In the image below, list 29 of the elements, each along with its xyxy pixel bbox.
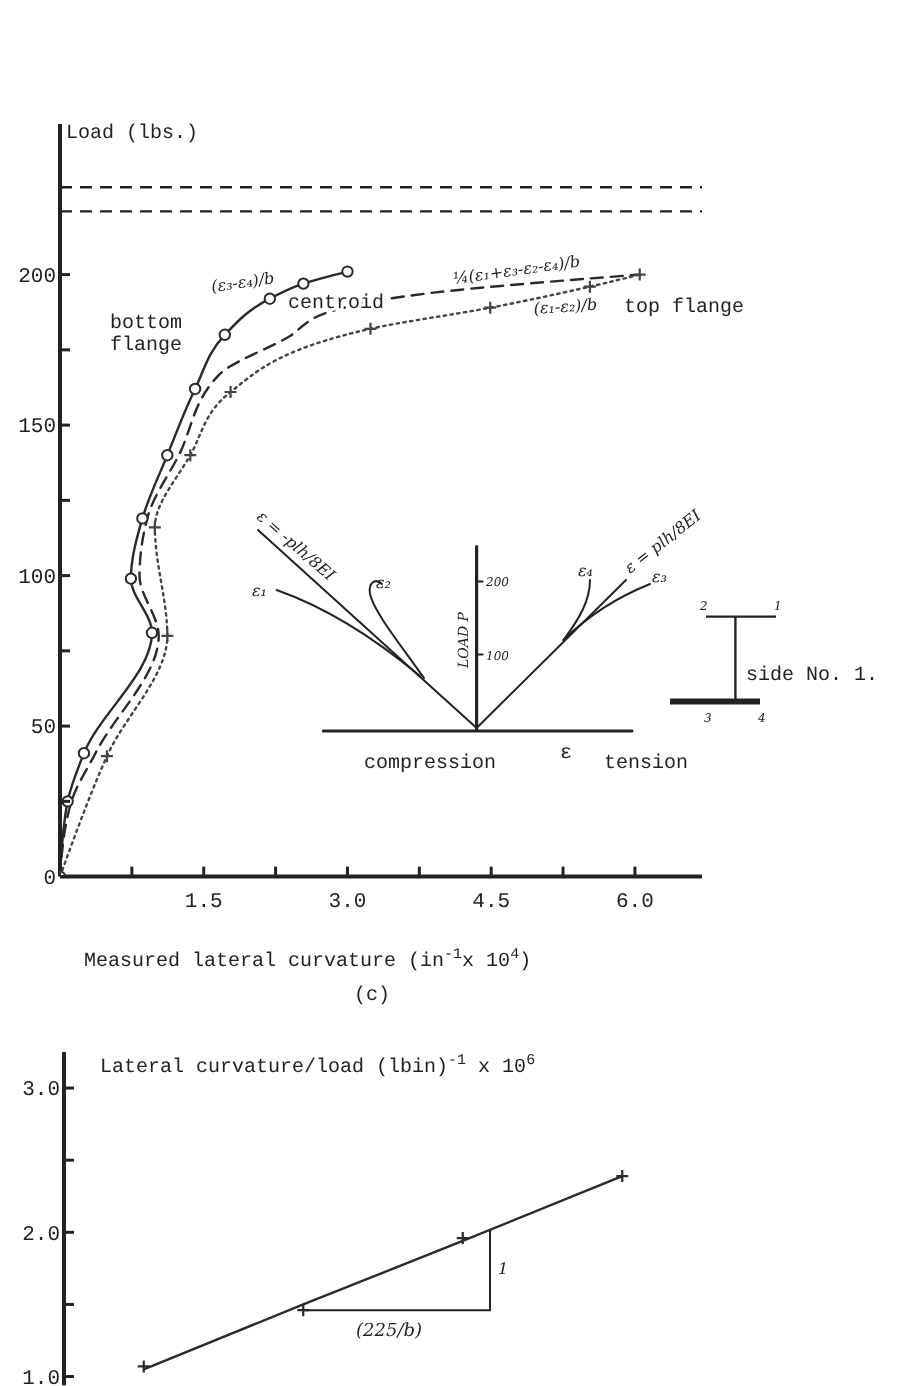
y-axis-title: Load (lbs.) — [66, 122, 199, 146]
text: (c) — [354, 984, 391, 1008]
series-label: top flange — [624, 296, 745, 320]
annotation: (225/b) — [356, 1322, 423, 1342]
y-tick-label: 2.0 — [22, 1223, 60, 1248]
x-tick-label: 6.0 — [616, 890, 654, 915]
x-tick-label: 4.5 — [472, 890, 511, 915]
y-tick-label: 150 — [18, 416, 56, 441]
y-tick-label: 50 — [30, 717, 56, 742]
annotation: compression — [364, 752, 497, 776]
annotation: (ε₁-ε₂)/b — [533, 295, 598, 318]
text: side No. 1. — [746, 664, 879, 688]
y-tick-label: 100 — [18, 566, 56, 591]
x-axis-title: Measured lateral curvature (in$^{-1}$x 10$^{4}$) — [84, 948, 532, 974]
annotation: ε₃ — [652, 568, 667, 586]
y-tick-label: 200 — [18, 265, 56, 290]
annotation: ε₁ — [252, 582, 267, 600]
y-tick-label: 0 — [43, 867, 56, 892]
annotation: 1 — [498, 1260, 509, 1278]
x-tick-label: 3.0 — [328, 890, 367, 915]
annotation: ε₄ — [578, 562, 593, 580]
y-tick-label: 1.0 — [22, 1367, 60, 1386]
x-tick-label: 1.5 — [184, 890, 223, 915]
annotation: (ε₃-ε₄)/b — [210, 269, 276, 296]
annotation: tension — [604, 752, 689, 776]
y-tick-label: 3.0 — [22, 1079, 60, 1104]
series-label: bottom flange — [110, 312, 183, 358]
annotation: ε — [560, 744, 573, 766]
y-axis-title: Lateral curvature/load (lbin)$^{-1}$ x 10$^{6}$ — [100, 1052, 537, 1080]
